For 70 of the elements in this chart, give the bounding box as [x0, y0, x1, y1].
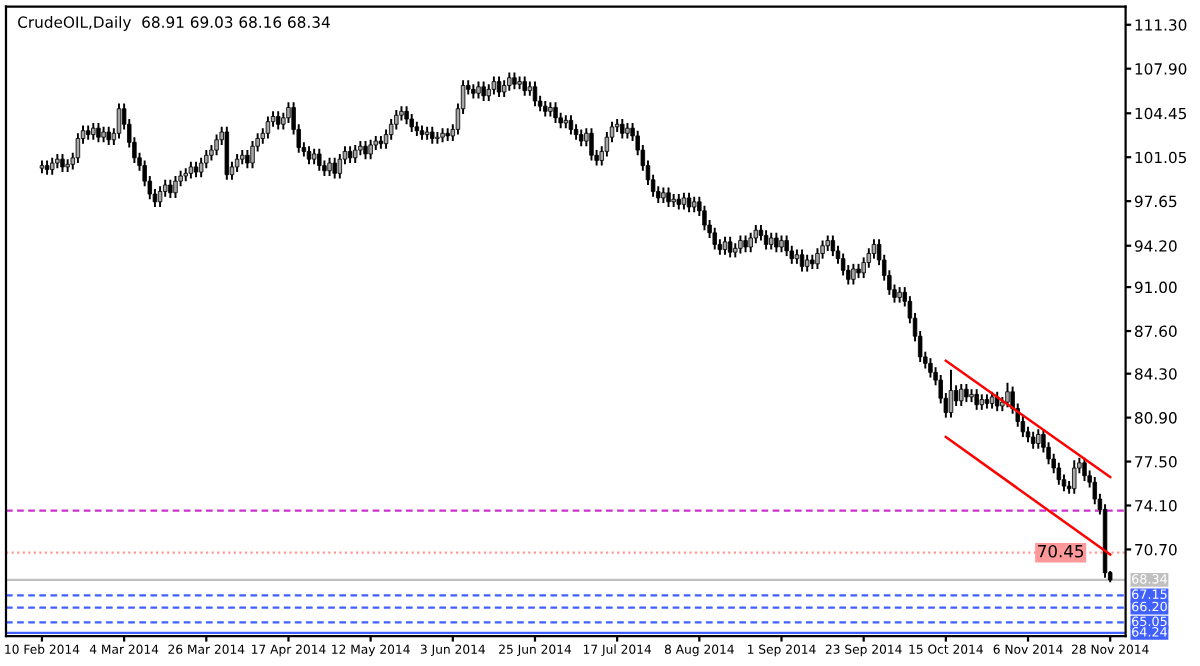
candlestick: [275, 110, 281, 131]
candlestick: [204, 149, 209, 170]
candlestick: [1036, 428, 1041, 450]
candlestick: [799, 248, 805, 273]
candlestick: [507, 71, 512, 92]
candlestick: [265, 115, 271, 140]
candlestick: [840, 252, 846, 277]
candlestick: [948, 368, 954, 419]
candlestick: [250, 140, 255, 170]
candlestick: [116, 102, 122, 140]
candlestick: [224, 125, 230, 181]
candlestick: [748, 231, 753, 254]
candlestick: [830, 234, 836, 258]
candlestick: [568, 114, 574, 136]
candlestick: [666, 186, 671, 208]
candlestick: [481, 80, 486, 102]
ref-line-label: 70.45: [1038, 544, 1084, 558]
candlestick: [1072, 459, 1077, 495]
candlestick: [815, 247, 820, 270]
candlestick: [553, 101, 558, 124]
candlestick: [686, 191, 692, 214]
candlestick: [738, 234, 743, 255]
candlestick: [784, 234, 789, 258]
candlestick: [727, 235, 733, 259]
candlestick: [214, 133, 219, 157]
candlestick: [753, 224, 759, 245]
candlestick: [245, 149, 250, 170]
candlestick: [106, 125, 111, 146]
candlestick: [928, 357, 933, 379]
candlestick: [974, 388, 979, 411]
candlestick: [60, 153, 65, 174]
candlestick: [388, 118, 394, 141]
candlestick: [363, 140, 368, 161]
candlestick: [317, 147, 322, 172]
candlestick: [589, 127, 594, 162]
candlestick: [337, 153, 343, 180]
candlestick: [584, 127, 589, 148]
candlestick: [994, 390, 1000, 413]
candlestick: [368, 138, 373, 161]
candlestick: [722, 235, 728, 256]
candlestick: [522, 75, 527, 97]
candlestick: [959, 383, 964, 407]
candlestick: [861, 256, 866, 280]
candlestick: [306, 145, 312, 166]
candlestick: [532, 80, 538, 108]
candlestick: [157, 185, 163, 208]
candlestick: [851, 262, 856, 286]
candlestick: [332, 156, 337, 180]
candlestick: [491, 75, 497, 96]
candlestick: [964, 383, 969, 404]
candlestick: [286, 101, 291, 124]
candlestick: [871, 238, 877, 260]
candlestick: [1005, 381, 1010, 409]
candlestick: [198, 156, 204, 179]
candlestick: [496, 75, 502, 99]
candlestick: [774, 231, 779, 254]
candlestick: [763, 229, 769, 251]
candlestick: [234, 153, 240, 174]
candlestick: [404, 105, 409, 126]
candlestick: [409, 112, 414, 133]
candlestick: [1056, 461, 1062, 486]
candlestick: [353, 143, 358, 164]
candlestick: [712, 226, 717, 251]
candlestick: [702, 204, 707, 232]
candlestick: [96, 122, 101, 144]
candlestick: [327, 156, 332, 177]
candlestick: [620, 118, 625, 140]
candlestick: [173, 174, 178, 199]
candlestick: [75, 132, 81, 164]
candlestick: [168, 178, 173, 199]
